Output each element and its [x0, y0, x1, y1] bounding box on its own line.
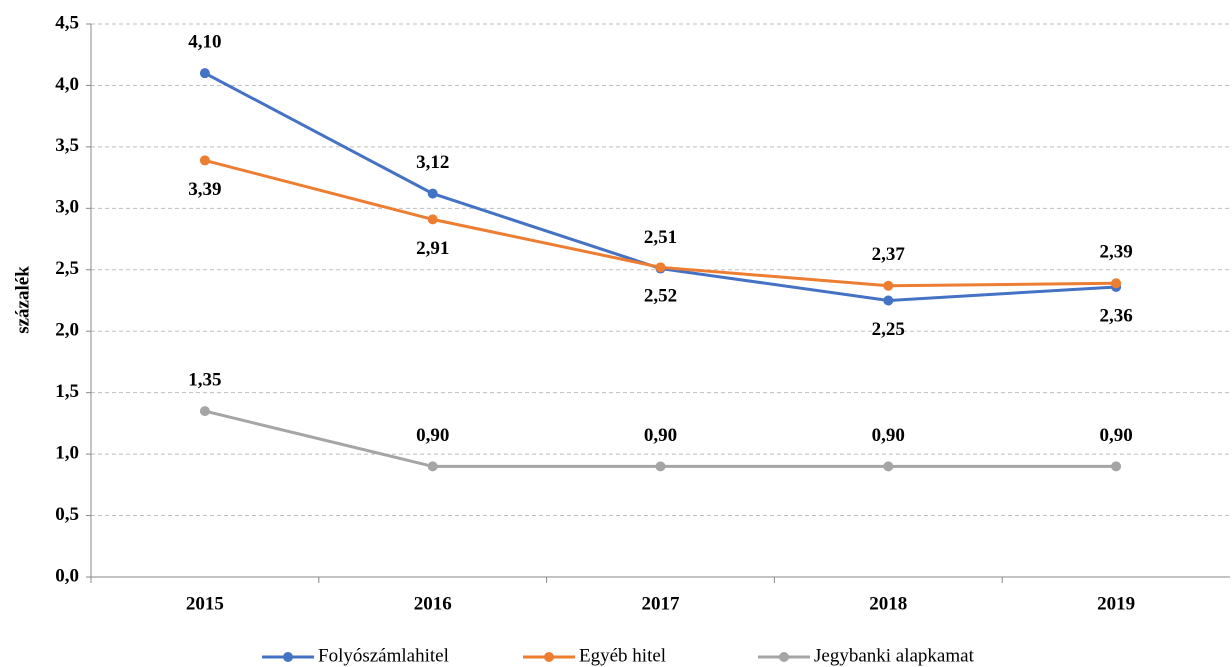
data-label: 2,37 — [872, 244, 906, 265]
data-point — [883, 295, 894, 306]
legend-label: Folyószámlahitel — [318, 645, 449, 666]
data-label: 2,25 — [872, 319, 905, 340]
legend-label: Jegybanki alapkamat — [814, 645, 975, 666]
y-tick-label: 1,0 — [55, 442, 79, 463]
legend-marker — [283, 652, 293, 662]
data-point — [199, 406, 210, 417]
data-point — [199, 155, 210, 166]
data-label: 3,39 — [188, 179, 221, 200]
data-label: 2,51 — [644, 227, 677, 248]
data-label: 4,10 — [188, 32, 221, 53]
y-tick-label: 0,5 — [55, 504, 79, 525]
y-tick-label: 2,0 — [55, 320, 79, 341]
data-point — [655, 262, 666, 273]
y-tick-label: 1,5 — [55, 381, 79, 402]
x-tick-label: 2015 — [186, 593, 224, 614]
data-label: 0,90 — [644, 425, 677, 446]
y-tick-label: 0,0 — [55, 565, 79, 586]
data-point — [427, 188, 438, 199]
data-label: 0,90 — [416, 425, 449, 446]
data-label: 2,52 — [644, 286, 677, 307]
legend-marker — [544, 652, 554, 662]
y-tick-label: 4,5 — [55, 12, 79, 33]
x-tick-label: 2019 — [1097, 593, 1135, 614]
y-tick-label: 4,0 — [55, 74, 79, 95]
y-tick-label: 3,5 — [55, 135, 79, 156]
data-point — [883, 461, 894, 472]
data-point — [655, 461, 666, 472]
legend-marker — [779, 652, 789, 662]
data-point — [427, 214, 438, 225]
y-tick-label: 2,5 — [55, 258, 79, 279]
data-label: 0,90 — [1099, 425, 1132, 446]
data-label: 2,39 — [1099, 242, 1132, 263]
data-point — [199, 68, 210, 79]
data-point — [1111, 461, 1122, 472]
data-point — [883, 280, 894, 291]
data-label: 1,35 — [188, 369, 221, 390]
data-label: 0,90 — [872, 425, 905, 446]
x-tick-label: 2018 — [869, 593, 907, 614]
data-label: 2,36 — [1099, 305, 1132, 326]
data-point — [427, 461, 438, 472]
data-label: 2,91 — [416, 238, 449, 259]
legend: Folyószámlahitel Egyéb hitel Jegybanki ala… — [262, 645, 975, 666]
data-label: 3,12 — [416, 152, 449, 173]
legend-label: Egyéb hitel — [579, 645, 666, 666]
x-tick-label: 2016 — [414, 593, 452, 614]
y-axis-label: százalék — [12, 266, 33, 334]
y-tick-label: 3,0 — [55, 197, 79, 218]
x-tick-label: 2017 — [642, 593, 681, 614]
data-point — [1111, 278, 1122, 289]
